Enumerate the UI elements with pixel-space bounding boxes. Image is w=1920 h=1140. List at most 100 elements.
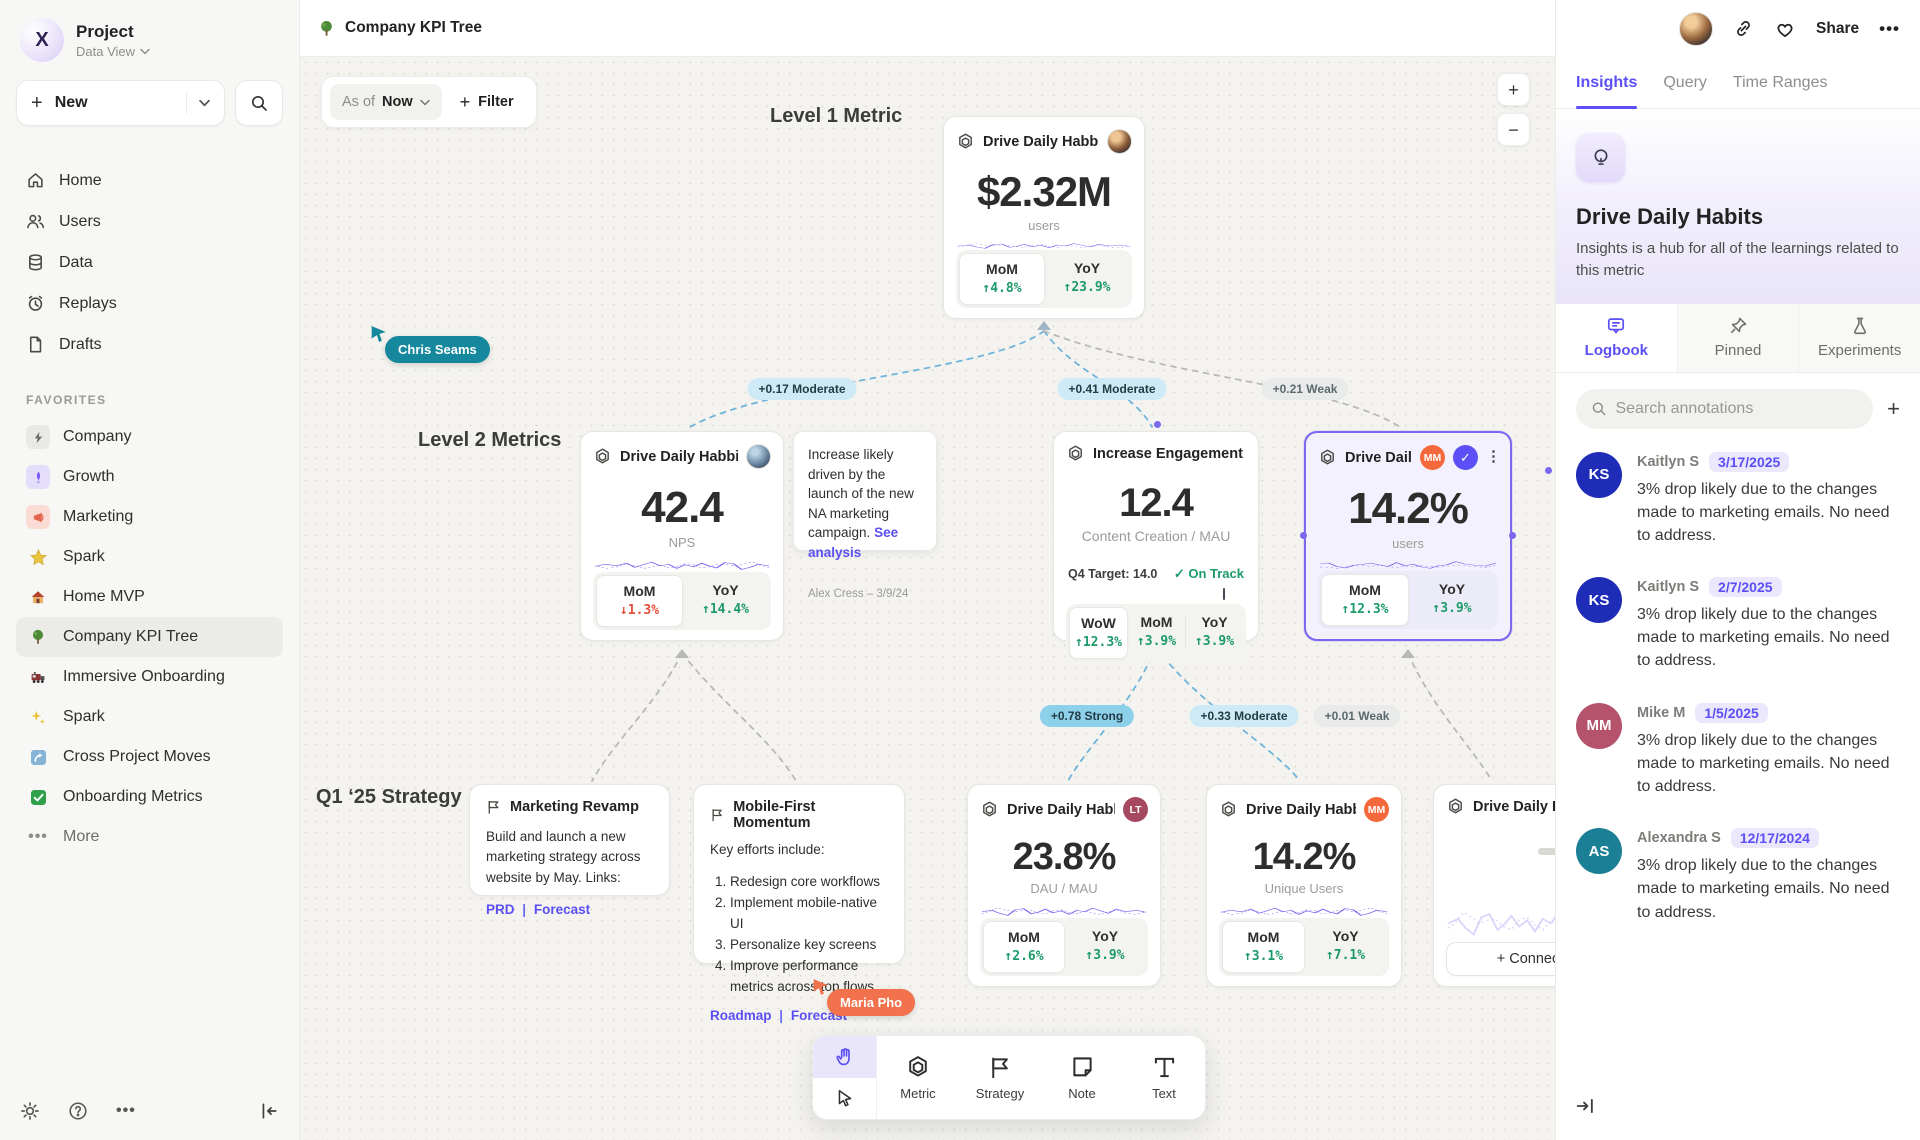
metric-card-dau-mau[interactable]: Drive Daily Habbits LT 23.8% DAU / MAU M… bbox=[967, 784, 1161, 987]
help-icon[interactable] bbox=[68, 1101, 88, 1121]
sidebar-item-company[interactable]: Company bbox=[16, 417, 283, 457]
sidebar-item-growth[interactable]: Growth bbox=[16, 457, 283, 497]
sidebar-item-onboarding-metrics[interactable]: Onboarding Metrics bbox=[16, 777, 283, 817]
add-annotation-button[interactable]: + bbox=[1887, 395, 1900, 421]
select-tool[interactable] bbox=[813, 1078, 876, 1120]
kebab-menu-icon[interactable]: ⋮ bbox=[1486, 448, 1501, 466]
selection-handle[interactable] bbox=[1154, 421, 1161, 428]
tab-insights[interactable]: Insights bbox=[1576, 57, 1638, 109]
as-of-dropdown[interactable]: As of Now bbox=[330, 84, 442, 120]
sidebar-item-spark[interactable]: Spark bbox=[16, 537, 283, 577]
gear-icon[interactable] bbox=[20, 1101, 40, 1121]
strategy-list-item: Improve performance metrics across top f… bbox=[730, 956, 888, 998]
collapse-arrow[interactable] bbox=[675, 649, 689, 658]
connect-button[interactable]: + Connect bbox=[1446, 942, 1555, 976]
link-divider: | bbox=[779, 1007, 784, 1023]
sidebar-item-home-mvp[interactable]: Home MVP bbox=[16, 577, 283, 617]
search-annotations-input[interactable] bbox=[1615, 399, 1859, 418]
sidebar-item-more[interactable]: ••• More bbox=[16, 817, 283, 857]
annotation-author: Mike M bbox=[1637, 704, 1686, 721]
metric-card-selected[interactable]: Drive Daily Habb.. MM ✓ ⋮ 14.2% users Mo… bbox=[1304, 431, 1512, 641]
hand-icon bbox=[835, 1047, 850, 1066]
period-mom[interactable]: MoM ↑3.1% bbox=[1222, 921, 1305, 973]
prd-link[interactable]: PRD bbox=[486, 901, 515, 917]
period-value: ↑3.9% bbox=[1085, 948, 1125, 963]
period-yoy[interactable]: YoY ↑3.9% bbox=[1186, 607, 1243, 659]
sidebar-item-home[interactable]: Home bbox=[16, 160, 283, 201]
filter-button[interactable]: + Filter bbox=[446, 92, 528, 113]
period-mom[interactable]: MoM ↑2.6% bbox=[983, 921, 1065, 973]
roadmap-link[interactable]: Roadmap bbox=[710, 1007, 772, 1023]
new-button[interactable]: + New bbox=[16, 80, 225, 126]
more-icon[interactable]: ••• bbox=[116, 1102, 136, 1119]
strategy-card-marketing-revamp[interactable]: Marketing Revamp Build and launch a new … bbox=[469, 784, 670, 917]
sidebar-item-label: Spark bbox=[63, 548, 105, 565]
metric-card-level1[interactable]: Drive Daily Habbits $2.32M users MoM ↑4.… bbox=[943, 116, 1145, 319]
user-avatar[interactable] bbox=[1679, 11, 1714, 46]
metric-card-engagement[interactable]: Increase Engagement 12.4 Content Creatio… bbox=[1053, 431, 1259, 662]
link-icon[interactable] bbox=[1733, 18, 1754, 39]
period-mom[interactable]: MoM ↑3.9% bbox=[1128, 607, 1185, 659]
sidebar-item-marketing[interactable]: Marketing bbox=[16, 497, 283, 537]
note-tool[interactable]: Note bbox=[1041, 1036, 1123, 1119]
annotation-avatar: KS bbox=[1576, 577, 1622, 624]
metric-card-unique-users[interactable]: Drive Daily Habbits MM 14.2% Unique User… bbox=[1206, 784, 1402, 987]
zoom-in-button[interactable]: + bbox=[1497, 73, 1530, 106]
hand-tool[interactable] bbox=[813, 1036, 876, 1078]
subtab-logbook[interactable]: Logbook bbox=[1556, 303, 1677, 372]
forecast-link[interactable]: Forecast bbox=[533, 901, 591, 917]
period-mom[interactable]: MoM ↑12.3% bbox=[1321, 574, 1409, 626]
chevron-down-icon[interactable] bbox=[199, 99, 210, 107]
selection-handle[interactable] bbox=[1545, 467, 1552, 474]
selection-handle[interactable] bbox=[1509, 532, 1516, 539]
annotation-item[interactable]: KS Kaitlyn S 2/7/2025 3% drop likely due… bbox=[1556, 560, 1920, 686]
collapse-panel-icon[interactable] bbox=[1574, 1095, 1596, 1122]
annotation-item[interactable]: AS Alexandra S 12/17/2024 3% drop likely… bbox=[1556, 811, 1920, 937]
note-card[interactable]: Increase likely driven by the launch of … bbox=[793, 431, 937, 600]
period-yoy[interactable]: YoY ↑3.9% bbox=[1409, 574, 1495, 626]
metric-tool[interactable]: Metric bbox=[877, 1036, 959, 1119]
period-yoy[interactable]: YoY ↑7.1% bbox=[1305, 921, 1386, 973]
period-label: WoW bbox=[1081, 615, 1116, 631]
sidebar-item-users[interactable]: Users bbox=[16, 201, 283, 242]
annotation-item[interactable]: MM Mike M 1/5/2025 3% drop likely due to… bbox=[1556, 686, 1920, 812]
search-button[interactable] bbox=[235, 80, 283, 126]
collapse-arrow[interactable] bbox=[1401, 649, 1415, 658]
sidebar-item-company-kpi-tree[interactable]: Company KPI Tree bbox=[16, 617, 283, 657]
tab-time-ranges[interactable]: Time Ranges bbox=[1732, 73, 1828, 91]
period-yoy[interactable]: YoY ↑14.4% bbox=[683, 575, 768, 627]
note-analysis-link[interactable]: See analysis bbox=[808, 525, 899, 560]
zoom-out-button[interactable]: − bbox=[1497, 113, 1530, 146]
sidebar-item-drafts[interactable]: Drafts bbox=[16, 324, 283, 365]
metric-icon bbox=[1222, 801, 1235, 817]
share-button[interactable]: Share bbox=[1816, 19, 1860, 37]
metric-card-partial[interactable]: Drive Daily Hab + Connect bbox=[1433, 784, 1555, 987]
more-menu-icon[interactable]: ••• bbox=[1879, 18, 1900, 38]
sidebar-item-replays[interactable]: Replays bbox=[16, 283, 283, 324]
favorite-heart-icon[interactable] bbox=[1774, 18, 1796, 40]
text-tool[interactable]: Text bbox=[1123, 1036, 1205, 1119]
period-wow[interactable]: WoW ↑12.3% bbox=[1069, 607, 1128, 659]
subtab-experiments[interactable]: Experiments bbox=[1798, 303, 1920, 372]
sidebar-item-data[interactable]: Data bbox=[16, 242, 283, 283]
kpi-canvas[interactable]: As of Now + Filter + − Level 1 Metric Le… bbox=[300, 57, 1555, 1140]
collapse-arrow[interactable] bbox=[1037, 321, 1051, 330]
sidebar-item-immersive-onboarding[interactable]: Immersive Onboarding bbox=[16, 657, 283, 697]
metric-card-nps[interactable]: Drive Daily Habbits 42.4 NPS MoM ↓1.3% Y… bbox=[580, 431, 784, 641]
subtab-pinned[interactable]: Pinned bbox=[1676, 303, 1799, 372]
period-mom[interactable]: MoM ↓1.3% bbox=[596, 575, 683, 627]
strategy-tool[interactable]: Strategy bbox=[959, 1036, 1041, 1119]
sidebar-item-cross-project-moves[interactable]: Cross Project Moves bbox=[16, 737, 283, 777]
project-switcher[interactable]: X Project Data View bbox=[16, 16, 283, 80]
strategy-card-mobile-first[interactable]: Mobile-First Momentum Key efforts includ… bbox=[693, 784, 905, 1023]
period-mom[interactable]: MoM ↑4.8% bbox=[959, 253, 1045, 305]
search-icon bbox=[251, 95, 267, 111]
annotation-search[interactable] bbox=[1576, 388, 1874, 429]
period-yoy[interactable]: YoY ↑3.9% bbox=[1065, 921, 1145, 973]
tab-query[interactable]: Query bbox=[1663, 73, 1707, 91]
annotation-item[interactable]: KS Kaitlyn S 3/17/2025 3% drop likely du… bbox=[1556, 435, 1920, 561]
sidebar-item-spark-2[interactable]: Spark bbox=[16, 697, 283, 737]
collapse-sidebar-icon[interactable] bbox=[259, 1101, 279, 1121]
period-yoy[interactable]: YoY ↑23.9% bbox=[1045, 253, 1129, 305]
selection-handle[interactable] bbox=[1300, 532, 1307, 539]
